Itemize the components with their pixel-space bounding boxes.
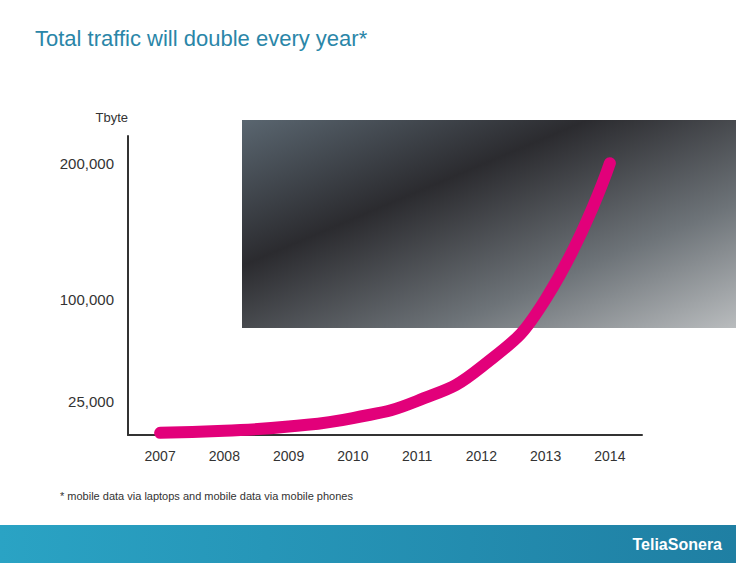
svg-text:25,000: 25,000 — [68, 393, 114, 410]
svg-text:2014: 2014 — [594, 448, 625, 464]
svg-text:100,000: 100,000 — [60, 291, 114, 308]
svg-text:200,000: 200,000 — [60, 155, 114, 172]
svg-text:2007: 2007 — [145, 448, 176, 464]
svg-text:2013: 2013 — [530, 448, 561, 464]
svg-text:2010: 2010 — [337, 448, 368, 464]
svg-text:2008: 2008 — [209, 448, 240, 464]
svg-text:2012: 2012 — [466, 448, 497, 464]
svg-text:2009: 2009 — [273, 448, 304, 464]
svg-text:* mobile data via laptops and: * mobile data via laptops and mobile dat… — [60, 490, 353, 502]
svg-text:Total traffic will double ever: Total traffic will double every year* — [35, 26, 368, 51]
svg-text:Tbyte: Tbyte — [95, 110, 128, 125]
svg-text:TeliaSonera: TeliaSonera — [632, 536, 722, 553]
svg-text:2011: 2011 — [402, 448, 432, 464]
